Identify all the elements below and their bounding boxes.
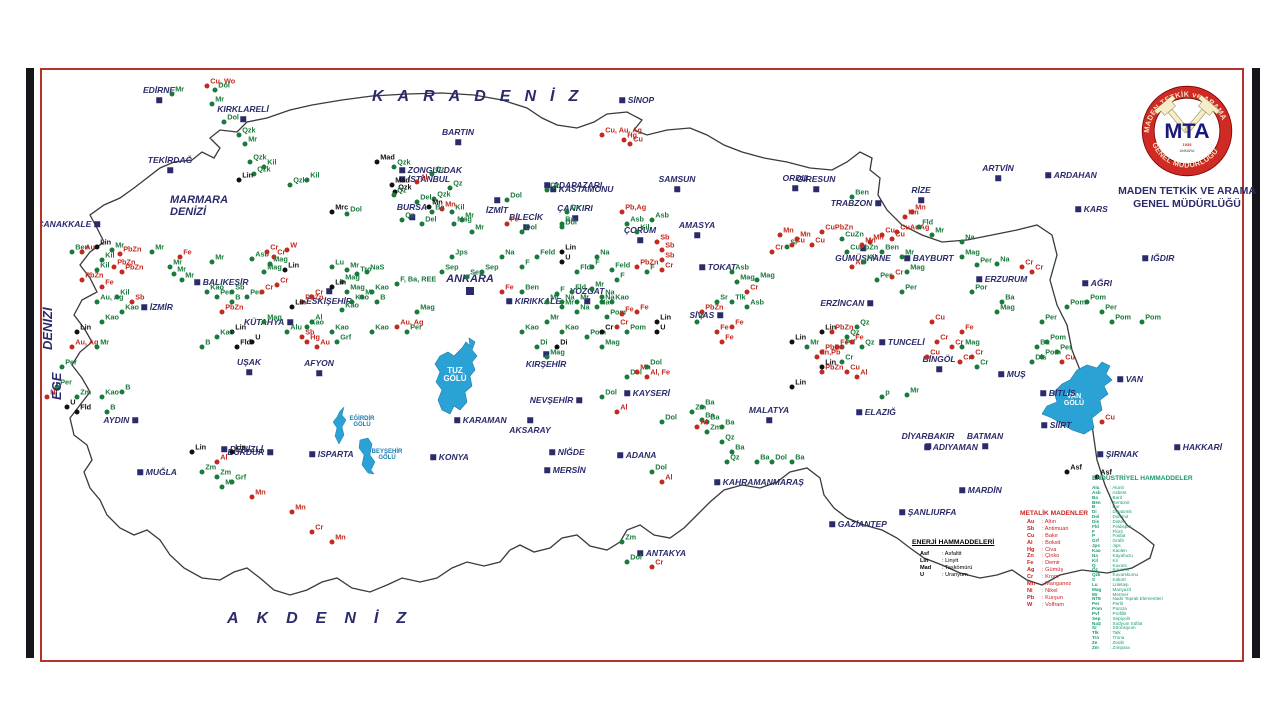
svg-text:ANKARA: ANKARA — [1180, 149, 1195, 153]
svg-text:MTA: MTA — [1164, 118, 1210, 143]
svg-text:1935: 1935 — [1183, 142, 1193, 147]
